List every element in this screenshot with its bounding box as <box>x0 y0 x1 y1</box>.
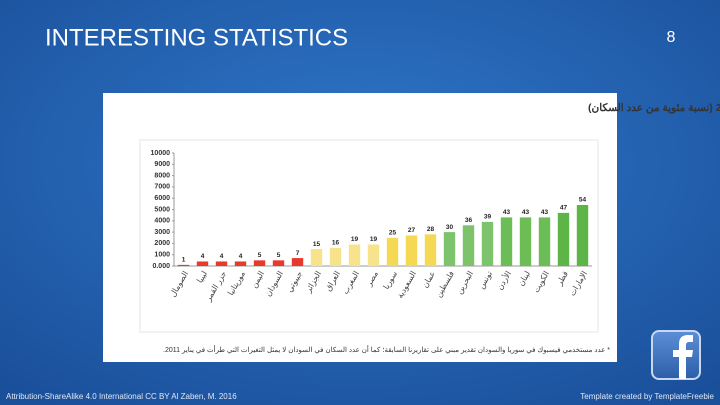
footer-left: Attribution-ShareAlike 4.0 International… <box>6 392 237 401</box>
bar <box>196 261 209 266</box>
value-label: 4 <box>201 253 205 260</box>
y-tick-label: 1000 <box>154 252 170 259</box>
bar <box>329 247 342 266</box>
value-label: 27 <box>408 227 416 234</box>
y-tick-label: 9000 <box>154 161 170 168</box>
y-tick-label: 10000 <box>151 150 171 157</box>
footer-right: Template created by TemplateFreebie <box>580 392 714 401</box>
bar <box>481 221 494 266</box>
bar <box>443 232 456 266</box>
bar <box>500 217 513 266</box>
bar <box>538 217 551 266</box>
bar <box>253 260 266 266</box>
y-tick-label: 6000 <box>154 195 170 202</box>
y-tick-label: 2000 <box>154 240 170 247</box>
value-label: 16 <box>332 240 340 247</box>
value-label: 4 <box>220 253 224 260</box>
y-tick-label: 0.000 <box>152 263 170 270</box>
bar <box>576 204 589 266</box>
bar <box>215 261 228 266</box>
bar <box>405 235 418 266</box>
bar <box>272 260 285 266</box>
y-tick-label: 7000 <box>154 184 170 191</box>
value-label: 54 <box>579 197 587 204</box>
value-label: 25 <box>389 229 397 236</box>
y-tick-label: 5000 <box>154 206 170 213</box>
bar <box>348 244 361 266</box>
value-label: 28 <box>427 226 435 233</box>
y-tick-label: 8000 <box>154 172 170 179</box>
plot-frame <box>139 139 599 333</box>
bar <box>310 249 323 266</box>
bar <box>177 264 190 266</box>
value-label: 47 <box>560 205 568 212</box>
value-label: 5 <box>277 252 281 259</box>
bar <box>519 217 532 266</box>
value-label: 43 <box>503 209 511 216</box>
chart-note: * عدد مستخدمي فيسبوك في سوريا والسودان ت… <box>163 344 610 354</box>
value-label: 4 <box>239 253 243 260</box>
y-tick-label: 4000 <box>154 218 170 225</box>
bar <box>367 244 380 266</box>
slide-title: INTERESTING STATISTICS <box>45 24 348 51</box>
value-label: 19 <box>351 236 359 243</box>
value-label: 5 <box>258 252 262 259</box>
bar <box>424 234 437 266</box>
value-label: 36 <box>465 217 473 224</box>
value-label: 43 <box>522 209 530 216</box>
value-label: 7 <box>296 250 300 257</box>
bar <box>291 258 304 266</box>
facebook-icon <box>651 330 701 380</box>
chart-title: الشكل رقم 1. انتشار استخدام فيسبوك في ال… <box>588 102 720 115</box>
value-label: 39 <box>484 214 492 221</box>
bar <box>462 225 475 266</box>
chart-panel <box>103 93 617 362</box>
value-label: 15 <box>313 241 321 248</box>
bar <box>234 261 247 266</box>
bar <box>557 212 570 266</box>
value-label: 43 <box>541 209 549 216</box>
value-label: 30 <box>446 224 454 231</box>
page-number: 8 <box>667 29 676 46</box>
value-label: 1 <box>182 257 186 264</box>
y-tick-label: 3000 <box>154 229 170 236</box>
bar <box>386 237 399 266</box>
value-label: 19 <box>370 236 378 243</box>
